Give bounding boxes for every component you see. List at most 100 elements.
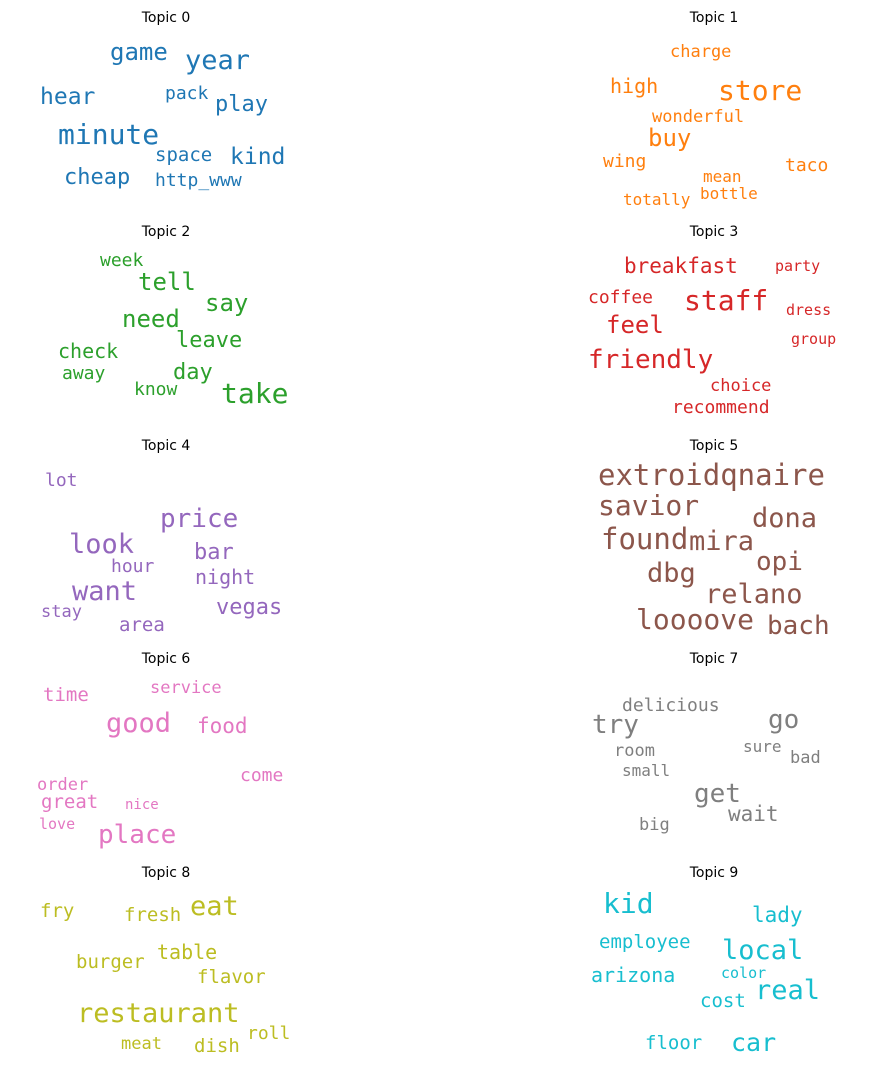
word-1-9: bottle bbox=[700, 184, 758, 203]
topic-title: Topic 5 bbox=[689, 438, 739, 454]
word-2-0: week bbox=[100, 250, 144, 271]
word-0-2: hear bbox=[40, 84, 96, 110]
word-0-6: space bbox=[155, 144, 213, 166]
word-6-0: time bbox=[43, 684, 89, 706]
word-6-8: love bbox=[39, 815, 76, 833]
word-0-1: year bbox=[185, 45, 251, 76]
word-2-5: check bbox=[58, 339, 119, 363]
topic-title: Topic 3 bbox=[689, 224, 739, 240]
word-6-1: service bbox=[150, 678, 222, 698]
topic-title: Topic 1 bbox=[689, 10, 739, 26]
word-8-0: fry bbox=[40, 900, 75, 922]
topic-panel-3: Topic 3 bbox=[534, 214, 883, 428]
word-3-9: recommend bbox=[672, 397, 770, 418]
topic-title: Topic 2 bbox=[141, 224, 191, 240]
word-5-0: extroidqnaire bbox=[598, 458, 825, 492]
word-2-1: tell bbox=[138, 268, 196, 296]
word-8-3: burger bbox=[76, 951, 145, 973]
word-4-4: hour bbox=[111, 556, 155, 577]
word-1-6: mean bbox=[703, 167, 742, 186]
word-9-7: cost bbox=[700, 990, 746, 1012]
word-0-5: minute bbox=[58, 118, 160, 151]
word-8-6: restaurant bbox=[77, 998, 240, 1029]
word-1-8: totally bbox=[623, 190, 691, 209]
word-3-0: breakfast bbox=[624, 254, 738, 278]
word-2-4: leave bbox=[176, 328, 243, 353]
word-8-7: roll bbox=[247, 1023, 291, 1044]
word-3-6: group bbox=[791, 330, 837, 348]
word-7-7: get bbox=[694, 779, 741, 809]
topic-panel-6: Topic 6 bbox=[0, 641, 346, 855]
word-9-5: color bbox=[721, 964, 767, 982]
word-6-2: good bbox=[106, 708, 172, 739]
word-7-3: room bbox=[614, 741, 655, 761]
word-5-5: opi bbox=[756, 547, 803, 577]
word-2-8: know bbox=[134, 379, 178, 400]
word-3-8: choice bbox=[710, 376, 772, 396]
word-0-3: pack bbox=[165, 83, 209, 104]
word-4-3: bar bbox=[194, 540, 234, 565]
word-3-2: coffee bbox=[588, 287, 654, 308]
word-3-3: staff bbox=[684, 284, 769, 317]
topic-title: Topic 8 bbox=[141, 865, 191, 881]
word-4-5: night bbox=[195, 565, 256, 589]
word-5-8: loooove bbox=[636, 603, 755, 636]
word-4-2: look bbox=[69, 529, 135, 560]
word-8-2: eat bbox=[190, 891, 239, 922]
word-6-5: order bbox=[37, 775, 89, 795]
word-3-4: dress bbox=[786, 301, 832, 319]
word-7-2: go bbox=[768, 705, 800, 735]
word-1-0: charge bbox=[670, 42, 732, 62]
word-2-9: take bbox=[221, 377, 289, 410]
word-3-7: friendly bbox=[588, 345, 714, 375]
word-7-4: sure bbox=[743, 737, 782, 756]
word-1-1: high bbox=[610, 74, 659, 98]
word-3-5: feel bbox=[606, 311, 664, 339]
word-9-1: lady bbox=[752, 903, 803, 927]
word-5-1: savior bbox=[598, 489, 700, 522]
word-8-4: table bbox=[157, 940, 218, 964]
word-2-7: away bbox=[62, 363, 106, 384]
word-9-0: kid bbox=[603, 887, 654, 920]
word-1-7: taco bbox=[785, 155, 829, 176]
word-4-0: lot bbox=[45, 470, 78, 491]
word-5-6: dbg bbox=[647, 558, 696, 589]
word-5-3: found bbox=[601, 522, 689, 556]
word-8-8: meat bbox=[121, 1034, 162, 1054]
topic-panel-0: Topic 0 bbox=[0, 0, 346, 214]
word-5-2: dona bbox=[752, 503, 818, 534]
word-9-8: floor bbox=[645, 1032, 703, 1054]
topic-panel-1: Topic 1 bbox=[534, 0, 883, 214]
word-8-1: fresh bbox=[124, 904, 182, 926]
word-7-8: wait bbox=[728, 802, 779, 826]
word-7-1: try bbox=[592, 710, 639, 740]
word-9-2: employee bbox=[599, 931, 691, 953]
word-6-7: nice bbox=[125, 797, 159, 813]
word-7-0: delicious bbox=[622, 695, 720, 716]
word-7-6: small bbox=[622, 761, 671, 780]
word-5-4: mira bbox=[689, 526, 755, 557]
word-6-4: come bbox=[240, 765, 284, 786]
word-0-7: kind bbox=[230, 144, 286, 170]
word-2-6: day bbox=[173, 360, 213, 385]
word-2-3: need bbox=[122, 305, 180, 333]
word-9-6: real bbox=[755, 975, 821, 1006]
topic-panel-4: Topic 4 bbox=[0, 428, 346, 642]
word-4-7: stay bbox=[41, 602, 82, 622]
word-0-4: play bbox=[215, 92, 268, 117]
word-6-9: place bbox=[98, 820, 177, 850]
word-6-3: food bbox=[197, 714, 248, 738]
word-0-9: http_www bbox=[155, 170, 242, 191]
word-4-9: area bbox=[119, 614, 165, 636]
topic-title: Topic 0 bbox=[141, 10, 191, 26]
topic-title: Topic 6 bbox=[141, 651, 191, 667]
word-4-8: vegas bbox=[216, 595, 283, 620]
topic-panel-8: Topic 8 bbox=[0, 855, 346, 1069]
word-9-4: arizona bbox=[591, 963, 676, 987]
word-0-8: cheap bbox=[64, 165, 131, 190]
word-0-0: game bbox=[110, 38, 168, 66]
word-8-5: flavor bbox=[197, 966, 266, 988]
topic-title: Topic 4 bbox=[141, 438, 191, 454]
word-1-5: wing bbox=[603, 151, 647, 172]
word-4-6: want bbox=[72, 576, 138, 607]
